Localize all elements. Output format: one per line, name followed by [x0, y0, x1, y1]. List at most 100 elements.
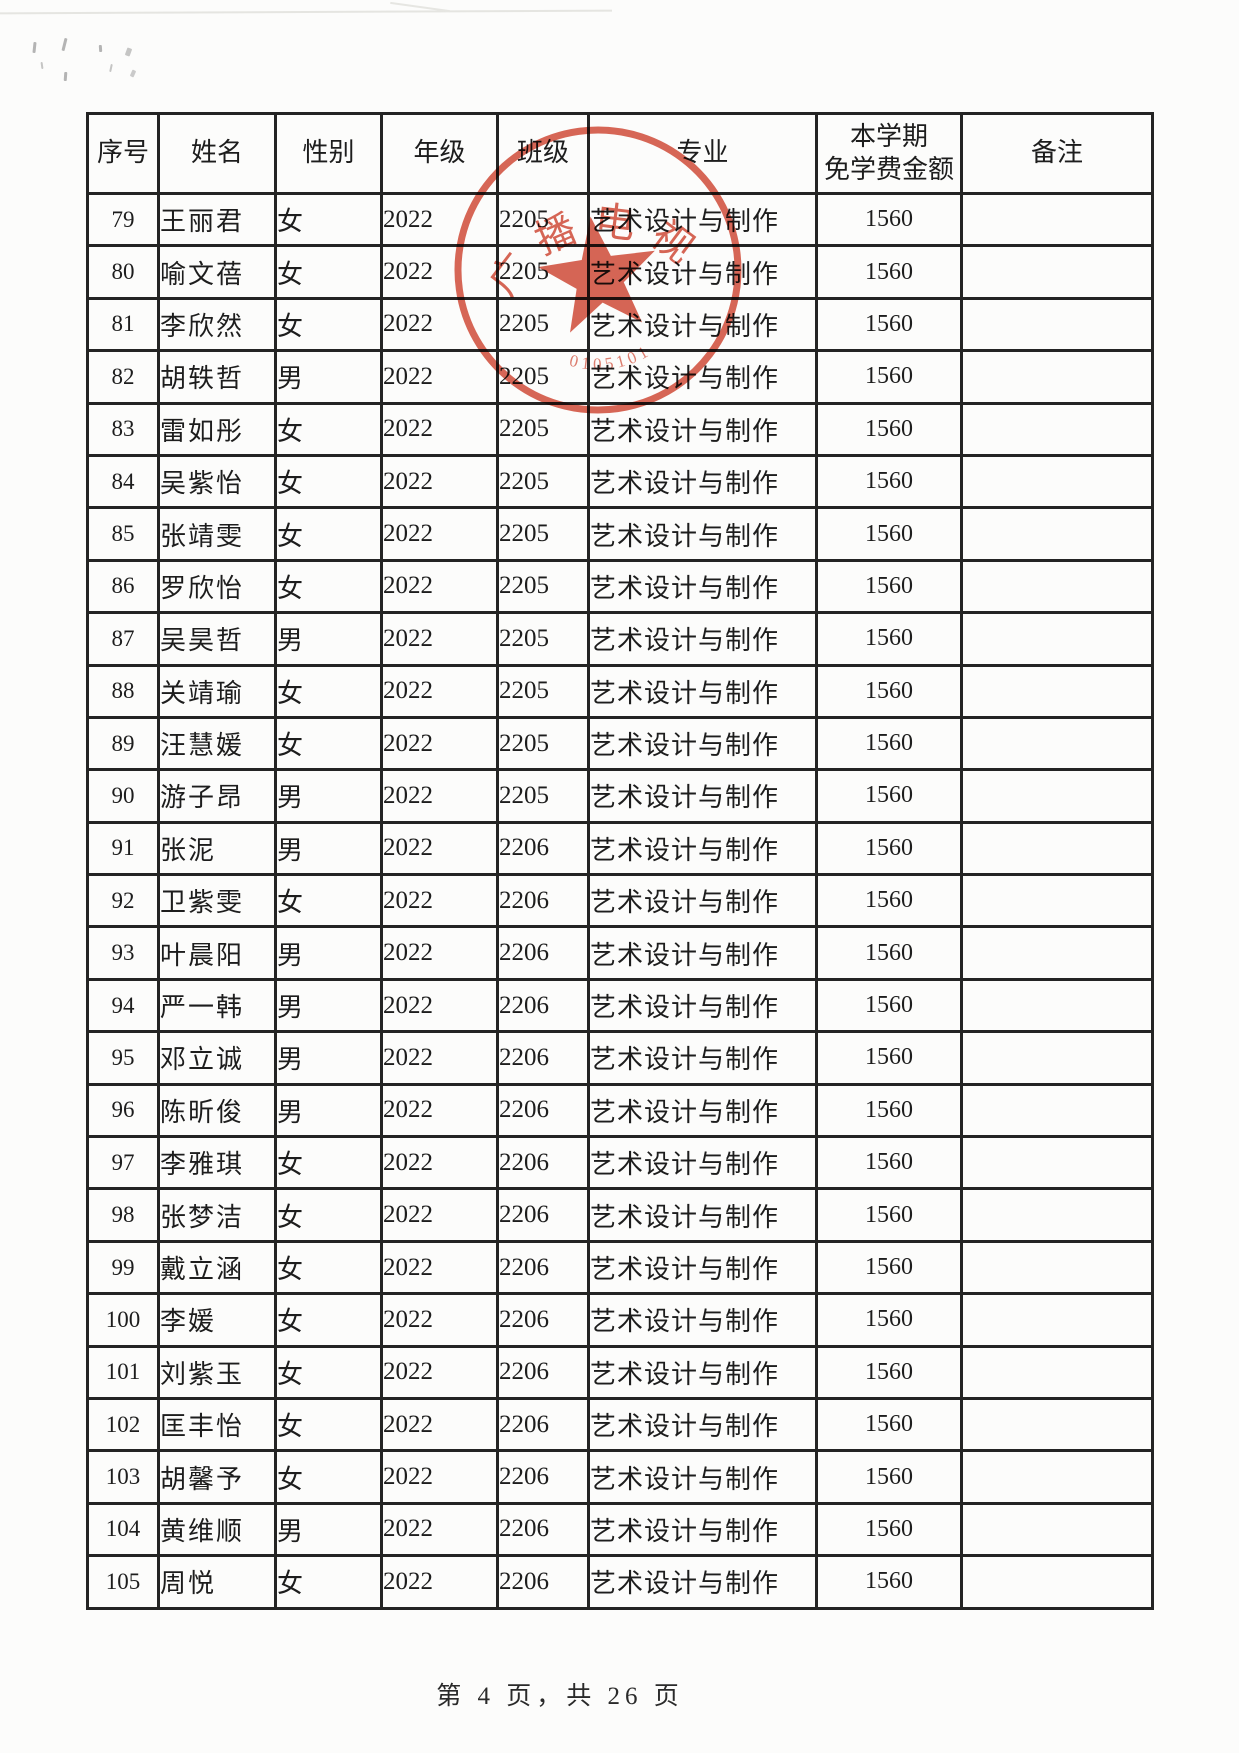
cell-fee-amount: 1560 — [815, 820, 963, 877]
cell-remark — [960, 1082, 1154, 1139]
table-row: 105 周悦 女 2022 2206 艺术设计与制作 1560 — [86, 1554, 1154, 1610]
cell-gender: 女 — [274, 1449, 383, 1505]
cell-fee-amount: 1560 — [815, 1292, 963, 1348]
scan-artifact — [61, 37, 68, 52]
cell-name: 雷如彤 — [157, 401, 277, 457]
cell-major: 艺术设计与制作 — [587, 663, 818, 719]
cell-class: 2205 — [496, 506, 590, 562]
table-row: 83 雷如彤 女 2022 2205 艺术设计与制作 1560 — [86, 401, 1154, 457]
cell-remark — [960, 244, 1154, 300]
cell-gender: 女 — [274, 1187, 383, 1243]
cell-no: 102 — [86, 1396, 160, 1453]
cell-name: 王丽君 — [157, 191, 277, 248]
cell-class: 2206 — [496, 1082, 590, 1139]
scan-streak — [0, 9, 613, 15]
cell-grade: 2022 — [380, 506, 499, 562]
cell-class: 2206 — [496, 1187, 590, 1243]
cell-fee-amount: 1560 — [815, 1449, 963, 1505]
table-row: 100 李媛 女 2022 2206 艺术设计与制作 1560 — [86, 1292, 1154, 1348]
table-row: 89 汪慧媛 女 2022 2205 艺术设计与制作 1560 — [86, 715, 1154, 772]
cell-fee-amount: 1560 — [815, 453, 963, 510]
cell-name: 戴立涵 — [157, 1239, 277, 1296]
cell-fee-amount: 1560 — [815, 244, 963, 300]
cell-remark — [960, 453, 1154, 510]
cell-no: 82 — [86, 349, 160, 405]
table-row: 95 邓立诚 男 2022 2206 艺术设计与制作 1560 — [86, 1030, 1154, 1086]
cell-class: 2206 — [496, 1135, 590, 1191]
cell-name: 刘紫玉 — [157, 1344, 277, 1400]
header-major: 专业 — [587, 112, 818, 195]
cell-class: 2205 — [496, 296, 590, 353]
cell-gender: 女 — [274, 401, 383, 457]
cell-no: 89 — [86, 715, 160, 772]
cell-major: 艺术设计与制作 — [587, 715, 818, 772]
table-row: 103 胡馨予 女 2022 2206 艺术设计与制作 1560 — [86, 1449, 1154, 1505]
cell-name: 李雅琪 — [157, 1135, 277, 1191]
scan-artifact — [40, 61, 44, 70]
cell-fee-amount: 1560 — [815, 611, 963, 667]
cell-name: 周悦 — [157, 1554, 277, 1610]
table-row: 104 黄维顺 男 2022 2206 艺术设计与制作 1560 — [86, 1501, 1154, 1558]
cell-remark — [960, 1135, 1154, 1191]
cell-fee-amount: 1560 — [815, 349, 963, 405]
table-row: 98 张梦洁 女 2022 2206 艺术设计与制作 1560 — [86, 1187, 1154, 1243]
cell-remark — [960, 873, 1154, 929]
cell-remark — [960, 296, 1154, 353]
cell-class: 2205 — [496, 191, 590, 248]
header-remark: 备注 — [960, 112, 1154, 195]
cell-fee-amount: 1560 — [815, 401, 963, 457]
header-no: 序号 — [86, 112, 160, 195]
cell-class: 2206 — [496, 1449, 590, 1505]
cell-major: 艺术设计与制作 — [587, 244, 818, 300]
cell-remark — [960, 1292, 1154, 1348]
cell-no: 85 — [86, 506, 160, 562]
cell-grade: 2022 — [380, 244, 499, 300]
cell-class: 2205 — [496, 663, 590, 719]
cell-grade: 2022 — [380, 1239, 499, 1296]
cell-grade: 2022 — [380, 873, 499, 929]
cell-fee-amount: 1560 — [815, 1396, 963, 1453]
cell-no: 87 — [86, 611, 160, 667]
cell-fee-amount: 1560 — [815, 925, 963, 981]
cell-fee-amount: 1560 — [815, 873, 963, 929]
cell-grade: 2022 — [380, 1449, 499, 1505]
cell-major: 艺术设计与制作 — [587, 1554, 818, 1610]
cell-major: 艺术设计与制作 — [587, 1030, 818, 1086]
cell-name: 陈昕俊 — [157, 1082, 277, 1139]
cell-gender: 女 — [274, 506, 383, 562]
cell-name: 黄维顺 — [157, 1501, 277, 1558]
cell-class: 2206 — [496, 1292, 590, 1348]
cell-gender: 女 — [274, 1135, 383, 1191]
table-row: 87 吴昊哲 男 2022 2205 艺术设计与制作 1560 — [86, 611, 1154, 667]
cell-fee-amount: 1560 — [815, 191, 963, 248]
cell-major: 艺术设计与制作 — [587, 977, 818, 1034]
cell-fee-amount: 1560 — [815, 1030, 963, 1086]
cell-gender: 女 — [274, 1554, 383, 1610]
cell-class: 2205 — [496, 611, 590, 667]
cell-major: 艺术设计与制作 — [587, 1135, 818, 1191]
header-name: 姓名 — [157, 112, 277, 195]
cell-grade: 2022 — [380, 768, 499, 824]
cell-major: 艺术设计与制作 — [587, 820, 818, 877]
cell-no: 80 — [86, 244, 160, 300]
cell-fee-amount: 1560 — [815, 1187, 963, 1243]
student-roster-table: 序号 姓名 性别 年级 班级 专业 本学期 免学费金额 备注 79 王丽君 女 … — [86, 112, 1154, 1610]
cell-major: 艺术设计与制作 — [587, 1082, 818, 1139]
cell-remark — [960, 1344, 1154, 1400]
cell-grade: 2022 — [380, 349, 499, 405]
cell-fee-amount: 1560 — [815, 715, 963, 772]
table-row: 81 李欣然 女 2022 2205 艺术设计与制作 1560 — [86, 296, 1154, 353]
cell-fee-amount: 1560 — [815, 1135, 963, 1191]
cell-no: 91 — [86, 820, 160, 877]
cell-major: 艺术设计与制作 — [587, 453, 818, 510]
cell-name: 关靖瑜 — [157, 663, 277, 719]
cell-remark — [960, 1187, 1154, 1243]
cell-grade: 2022 — [380, 453, 499, 510]
cell-class: 2206 — [496, 873, 590, 929]
cell-class: 2206 — [496, 1239, 590, 1296]
cell-remark — [960, 715, 1154, 772]
table-row: 88 关靖瑜 女 2022 2205 艺术设计与制作 1560 — [86, 663, 1154, 719]
cell-no: 103 — [86, 1449, 160, 1505]
cell-gender: 女 — [274, 244, 383, 300]
scan-artifact — [32, 41, 37, 54]
